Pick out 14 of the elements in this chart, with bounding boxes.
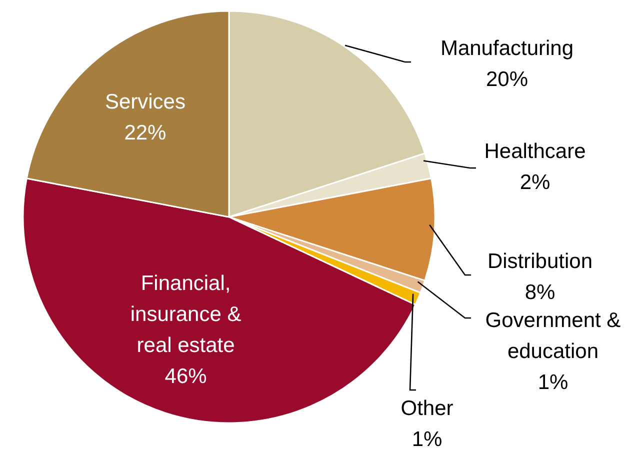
slice-label: Distribution <box>487 250 593 273</box>
slice-label: Other <box>400 397 454 420</box>
slice-label: Healthcare <box>484 140 586 163</box>
data-label: 22% <box>124 121 166 144</box>
data-label: 20% <box>486 68 528 91</box>
slice-label: Services <box>104 90 186 114</box>
data-label: 1% <box>412 428 442 450</box>
slice-label: Manufacturing <box>440 37 574 60</box>
slice-label: Financial, insurance & real estate <box>130 272 242 358</box>
data-label: 8% <box>524 281 556 304</box>
data-label: 46% <box>164 365 207 388</box>
data-label: 1% <box>538 371 568 394</box>
slice-label: Government & education <box>485 309 621 363</box>
data-label: 2% <box>520 171 550 194</box>
